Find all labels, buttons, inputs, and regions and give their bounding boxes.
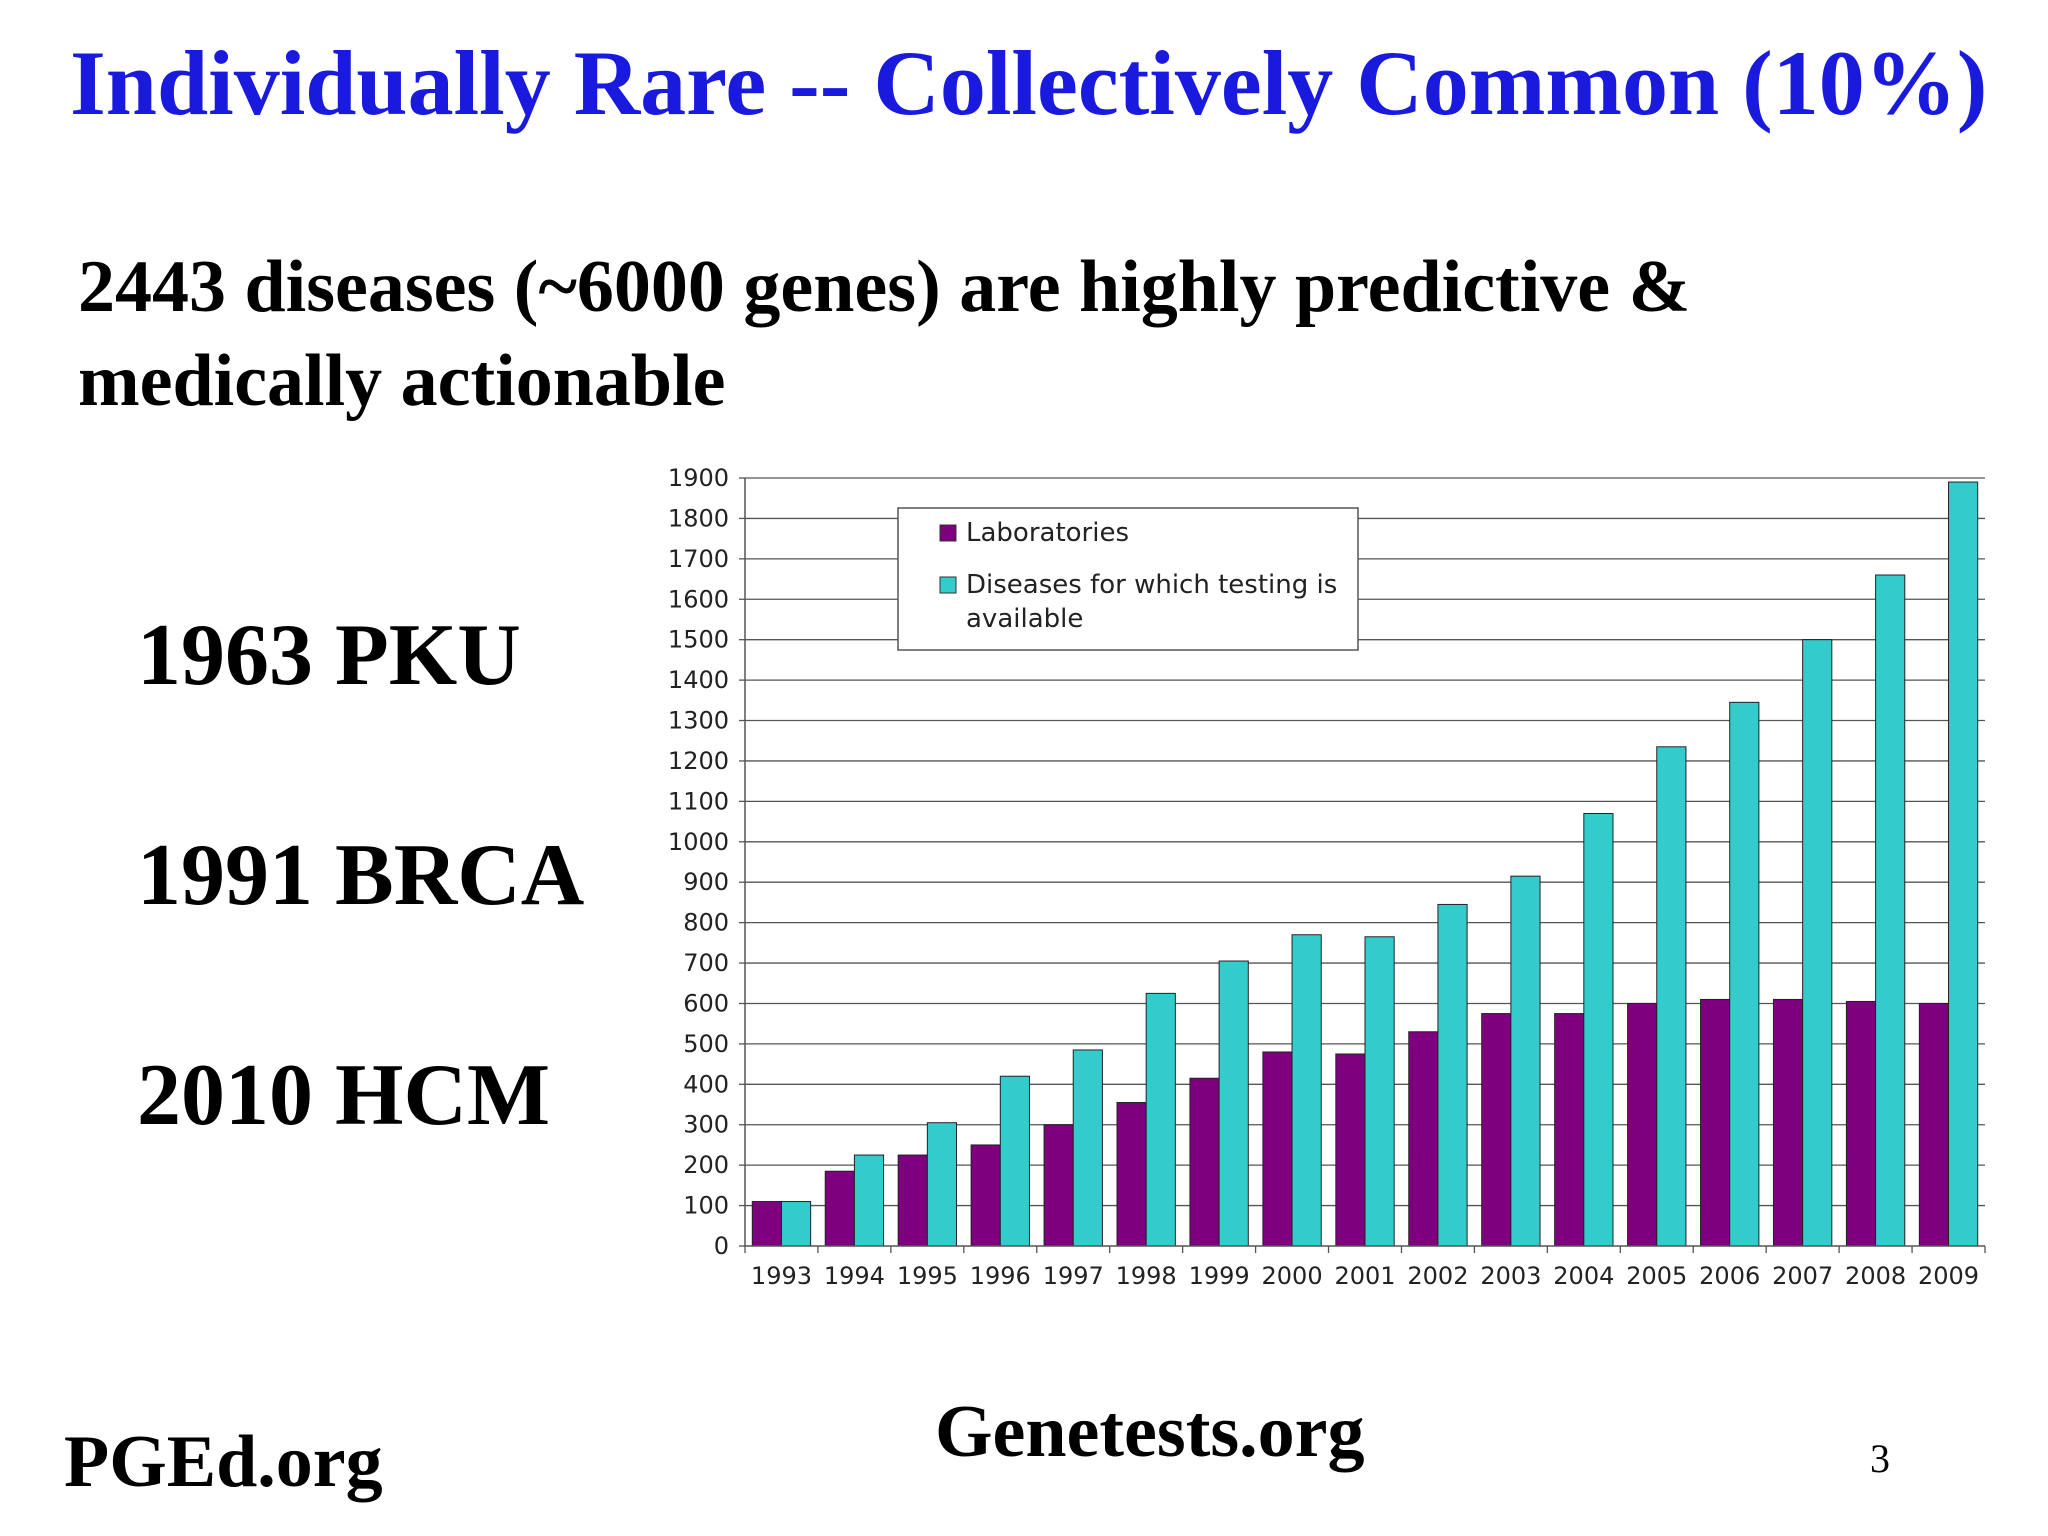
y-tick-label: 0 xyxy=(714,1232,729,1260)
bar-diseases xyxy=(1072,1049,1103,1247)
bars xyxy=(751,481,1979,1247)
bar-laboratories xyxy=(970,1144,1001,1247)
x-tick-label: 2008 xyxy=(1845,1262,1906,1290)
legend: Laboratories Diseases for which testing … xyxy=(897,507,1359,651)
bar-laboratories xyxy=(1772,998,1804,1247)
legend-swatch-diseases xyxy=(939,576,957,594)
bar-laboratories xyxy=(1627,1002,1658,1247)
y-tick-label: 1400 xyxy=(668,666,729,694)
y-tick-label: 800 xyxy=(683,909,729,937)
bar-laboratories xyxy=(1335,1053,1366,1247)
y-tick-label: 400 xyxy=(683,1070,729,1098)
y-tick-label: 1000 xyxy=(668,828,729,856)
bar-laboratories xyxy=(1116,1102,1147,1247)
bar-diseases xyxy=(1510,875,1541,1247)
y-tick-label: 500 xyxy=(683,1030,729,1058)
bar-diseases xyxy=(999,1075,1030,1247)
bar-diseases xyxy=(1145,992,1176,1247)
bar-diseases xyxy=(926,1122,958,1247)
bar-diseases xyxy=(1656,746,1687,1247)
y-tick-label: 600 xyxy=(683,989,729,1017)
bar-laboratories xyxy=(1918,1002,1950,1247)
milestone-hcm: 2010 HCM xyxy=(137,1047,551,1144)
y-tick-label: 900 xyxy=(683,868,729,896)
bar-diseases xyxy=(1364,936,1395,1247)
x-tick-label: 1997 xyxy=(1043,1262,1104,1290)
y-tick-label: 1700 xyxy=(668,545,729,573)
slide-title: Individually Rare -- Collectively Common… xyxy=(70,32,1988,134)
bar-laboratories xyxy=(1554,1013,1585,1247)
x-tick-label: 1999 xyxy=(1189,1262,1250,1290)
bar-laboratories xyxy=(824,1170,855,1247)
bar-chart: 0 100 200 300 400 500 600 700 800 900 1000 1100 1200… xyxy=(668,464,1986,1290)
bar-laboratories xyxy=(1262,1051,1293,1247)
y-tick-label: 1500 xyxy=(668,626,729,654)
x-tick-label: 2005 xyxy=(1626,1262,1687,1290)
bar-laboratories xyxy=(751,1201,782,1247)
x-tick-label: 2007 xyxy=(1772,1262,1833,1290)
subtitle-line-2: medically actionable xyxy=(78,340,726,422)
legend-label-diseases: Diseases for which testing is available xyxy=(966,570,1337,634)
milestone-pku: 1963 PKU xyxy=(137,607,521,704)
y-tick-label: 1900 xyxy=(668,464,729,492)
subtitle-line-1: 2443 diseases (~6000 genes) are highly p… xyxy=(78,246,1691,328)
y-tick-label: 1300 xyxy=(668,707,729,735)
x-tick-label: 2009 xyxy=(1918,1262,1979,1290)
x-tick-label: 1993 xyxy=(751,1262,812,1290)
x-tick-label: 1994 xyxy=(824,1262,885,1290)
x-tick-label: 1995 xyxy=(897,1262,958,1290)
bar-laboratories xyxy=(1700,998,1731,1247)
footer-pged: PGEd.org xyxy=(64,1421,383,1503)
y-tick-label: 700 xyxy=(683,949,729,977)
x-tick-label: 2003 xyxy=(1480,1262,1541,1290)
bar-laboratories xyxy=(897,1154,928,1247)
bar-laboratories xyxy=(1481,1013,1512,1247)
bar-diseases xyxy=(1948,481,1979,1247)
legend-swatch-laboratories xyxy=(939,524,957,542)
slide-subtitle: 2443 diseases (~6000 genes) are highly p… xyxy=(78,240,1978,428)
gridlines xyxy=(745,477,1985,1207)
y-tick-label: 300 xyxy=(683,1111,729,1139)
legend-label-laboratories: Laboratories xyxy=(966,518,1129,548)
y-tick-label: 1200 xyxy=(668,747,729,775)
bar-laboratories xyxy=(1408,1031,1439,1247)
bar-laboratories xyxy=(1043,1124,1074,1247)
bar-diseases xyxy=(1218,960,1249,1247)
bar-laboratories xyxy=(1845,1000,1877,1247)
x-tick-label: 2000 xyxy=(1262,1262,1323,1290)
y-tick-label: 1100 xyxy=(668,787,729,815)
bar-diseases xyxy=(1583,812,1614,1247)
bar-diseases xyxy=(853,1154,885,1247)
legend-box xyxy=(897,507,1359,651)
x-tick-label: 2004 xyxy=(1553,1262,1614,1290)
x-tick-label: 1996 xyxy=(970,1262,1031,1290)
bar-diseases xyxy=(1875,574,1906,1247)
y-tick-label: 1800 xyxy=(668,504,729,532)
bar-diseases xyxy=(1802,639,1833,1247)
footer-genetests: Genetests.org xyxy=(935,1391,1365,1473)
bar-diseases xyxy=(1291,934,1322,1247)
x-tick-label: 1998 xyxy=(1116,1262,1177,1290)
page-number: 3 xyxy=(1870,1436,1890,1481)
y-tick-label: 100 xyxy=(683,1192,729,1220)
y-tick-label: 1600 xyxy=(668,585,729,613)
y-tick-label: 200 xyxy=(683,1151,729,1179)
bar-laboratories xyxy=(1189,1077,1220,1247)
axes: 0 100 200 300 400 500 600 700 800 900 1000 1100 1200… xyxy=(668,464,1986,1290)
bar-diseases xyxy=(780,1201,812,1247)
x-tick-label: 2001 xyxy=(1334,1262,1395,1290)
bar-diseases xyxy=(1729,701,1760,1247)
x-tick-label: 2002 xyxy=(1407,1262,1468,1290)
bar-diseases xyxy=(1437,903,1468,1247)
milestone-brca: 1991 BRCA xyxy=(137,827,585,924)
x-tick-label: 2006 xyxy=(1699,1262,1760,1290)
